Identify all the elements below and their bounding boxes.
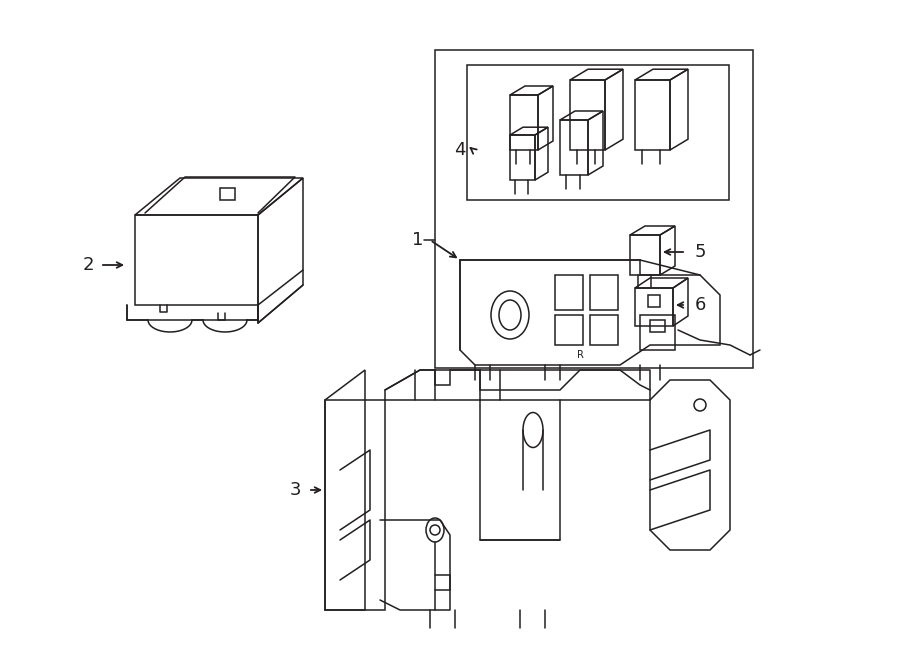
Bar [555, 315, 583, 345]
Bar [590, 275, 618, 310]
Bar [555, 275, 583, 310]
Bar [640, 315, 675, 350]
Text: 1: 1 [412, 231, 424, 249]
Text: R: R [577, 350, 583, 360]
Text: 4: 4 [454, 141, 466, 159]
Bar [435, 50, 753, 368]
Text: 2: 2 [82, 256, 94, 274]
Text: 6: 6 [694, 296, 706, 314]
Bar [467, 65, 729, 200]
Bar [590, 315, 618, 345]
Bar [648, 295, 660, 307]
Bar [635, 288, 673, 326]
Text: 5: 5 [694, 243, 706, 261]
Text: 3: 3 [289, 481, 301, 499]
Bar [650, 320, 665, 332]
